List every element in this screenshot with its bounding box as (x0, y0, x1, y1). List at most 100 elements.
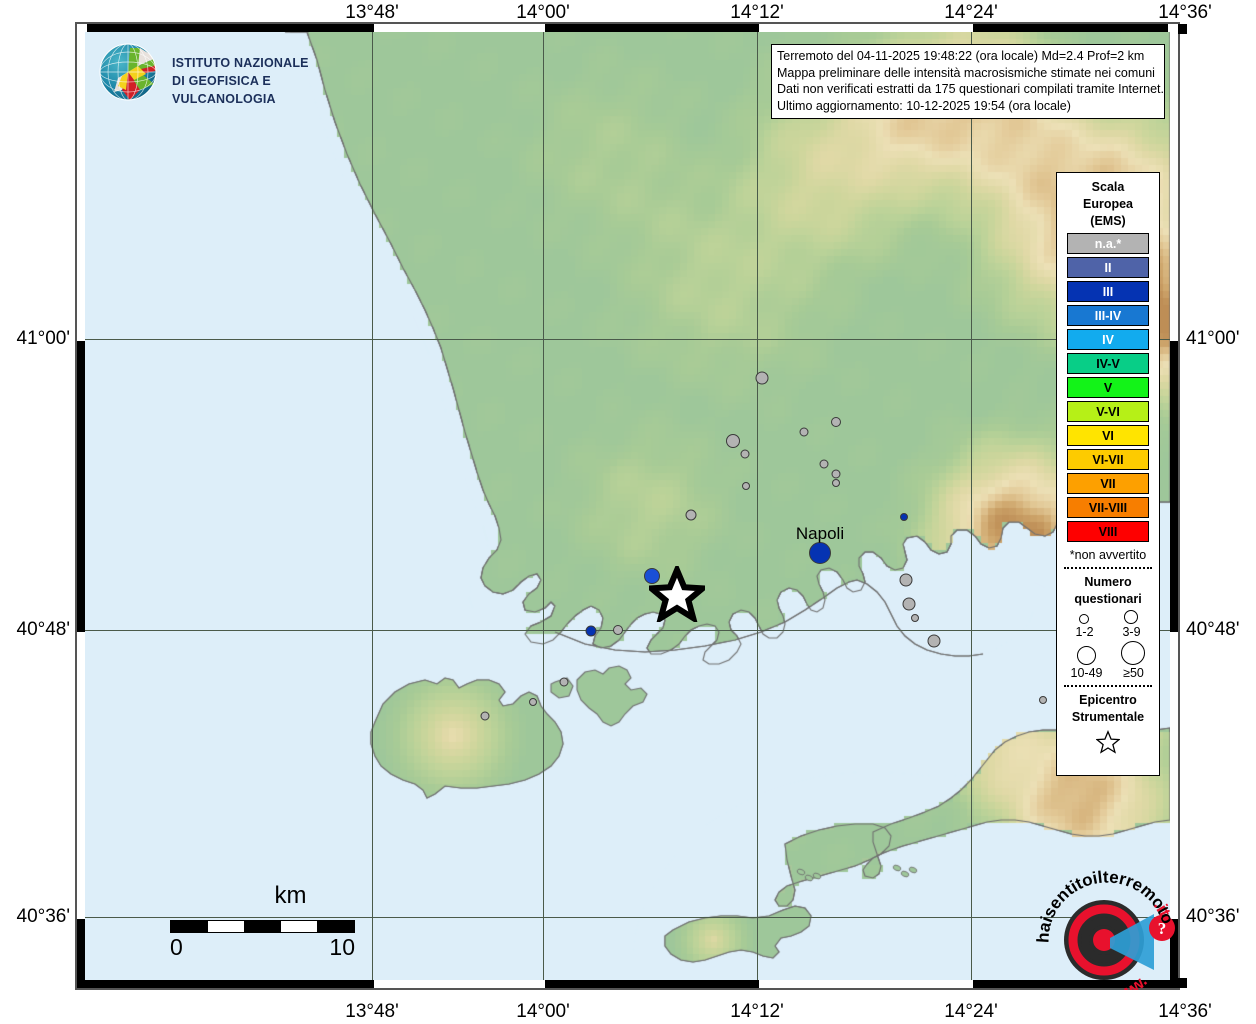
scale-seg-3 (244, 921, 281, 932)
legend-divider-2 (1064, 685, 1152, 687)
scale-start-label: 0 (170, 934, 183, 960)
legend-title-line-2: Europea (1082, 197, 1133, 211)
intensity-marker[interactable] (755, 371, 769, 385)
latitude-tick-label: 40°36' (16, 906, 71, 927)
legend-count-cell: 10-49 (1071, 646, 1102, 680)
intensity-marker[interactable] (927, 634, 941, 648)
frame-tick-band (374, 978, 545, 988)
legend-count-circle (1124, 610, 1139, 624)
legend-footnote: *non avvertito (1069, 548, 1147, 562)
scale-seg-5 (317, 921, 354, 932)
intensity-marker[interactable] (831, 469, 841, 479)
scale-bar: km 0 10 (170, 882, 355, 961)
intensity-marker[interactable] (726, 434, 740, 448)
graticule-meridian (757, 32, 758, 980)
count-title-line-1: Numero (1084, 575, 1132, 589)
epicenter-star-icon[interactable] (649, 566, 705, 622)
legend-swatch: n.a.* (1067, 233, 1149, 254)
svg-text:?: ? (1158, 919, 1167, 938)
intensity-marker[interactable] (902, 597, 916, 611)
legend-divider-1 (1064, 567, 1152, 569)
info-line-3: Dati non verificati estratti da 175 ques… (777, 82, 1164, 96)
frame-tick-band (374, 24, 545, 34)
longitude-tick-label: 13°48' (345, 2, 399, 23)
intensity-marker[interactable] (899, 573, 913, 587)
legend-swatch: II (1067, 257, 1149, 278)
legend-count-label: 1-2 (1075, 625, 1094, 639)
map-canvas[interactable]: Napoli (85, 32, 1170, 980)
scale-seg-1 (171, 921, 208, 932)
legend-swatch: V-VI (1067, 401, 1149, 422)
graticule-meridian (372, 32, 373, 980)
longitude-tick-label: 14°12' (730, 2, 784, 23)
info-line-2: Mappa preliminare delle intensità macros… (777, 65, 1155, 80)
legend-title-line-3: (EMS) (1090, 214, 1126, 228)
ingv-line-1: ISTITUTO NAZIONALE (172, 56, 309, 70)
intensity-marker[interactable] (585, 625, 597, 637)
frame-tick-band (1168, 919, 1178, 988)
epicenter-line-2: Strumentale (1071, 710, 1145, 724)
legend-swatch: IV (1067, 329, 1149, 350)
longitude-tick-label: 14°12' (730, 1001, 784, 1022)
info-line-1: Terremoto del 04-11-2025 19:48:22 (ora l… (777, 49, 1145, 63)
legend-title: Scala Europea (EMS) (1061, 179, 1155, 230)
legend-count-cell: 3-9 (1122, 610, 1141, 639)
intensity-marker[interactable] (831, 417, 841, 427)
scale-bar-labels: 0 10 (170, 934, 355, 961)
legend-count-circle (1079, 614, 1090, 624)
globe-icon (99, 43, 157, 101)
intensity-marker[interactable] (819, 459, 829, 469)
frame-tick-band (1168, 632, 1178, 919)
latitude-tick-label: 40°36' (1186, 906, 1240, 927)
frame-tick-band (973, 24, 1187, 34)
frame-tick-band (1168, 24, 1178, 341)
frame-tick-band (77, 24, 374, 34)
ingv-logo-text: ISTITUTO NAZIONALE DI GEOFISICA E VULCAN… (172, 54, 326, 108)
legend-swatch: VI-VII (1067, 449, 1149, 470)
intensity-marker[interactable] (740, 449, 750, 459)
legend-count-circle (1121, 641, 1146, 665)
intensity-marker[interactable] (685, 509, 697, 521)
graticule-parallel (85, 339, 1170, 340)
ingv-line-2: DI GEOFISICA E VULCANOLOGIA (172, 74, 276, 107)
legend-swatch: IV-V (1067, 353, 1149, 374)
intensity-marker[interactable] (799, 427, 809, 437)
map-legend: Scala Europea (EMS) n.a.* II III III-IV IV IV… (1056, 172, 1160, 776)
graticule-meridian (971, 32, 972, 980)
legend-swatch: V (1067, 377, 1149, 398)
legend-swatch: VI (1067, 425, 1149, 446)
intensity-marker[interactable] (480, 711, 490, 721)
legend-count-cell: ≥50 (1121, 641, 1146, 680)
intensity-marker[interactable] (644, 568, 660, 584)
longitude-tick-label: 14°36' (1158, 2, 1212, 23)
intensity-marker[interactable] (1039, 696, 1047, 704)
legend-questionnaire-counts: 1-2 3-9 10-49 ≥50 (1061, 610, 1155, 680)
legend-swatch: VIII (1067, 521, 1149, 542)
ingv-logo: ISTITUTO NAZIONALE DI GEOFISICA E VULCAN… (96, 40, 326, 106)
longitude-tick-label: 14°36' (1158, 1001, 1212, 1022)
frame-tick-band (77, 978, 374, 988)
intensity-marker[interactable] (809, 542, 831, 564)
legend-intensity-scale: n.a.* II III III-IV IV IV-V V V-VI VI VI-VII VII VI… (1061, 233, 1155, 542)
intensity-marker[interactable] (559, 677, 569, 687)
longitude-tick-label: 14°00' (516, 1001, 570, 1022)
earthquake-info-box: Terremoto del 04-11-2025 19:48:22 (ora l… (771, 44, 1165, 119)
info-line-4: Ultimo aggiornamento: 10-12-2025 19:54 (… (777, 98, 1071, 113)
intensity-marker[interactable] (613, 625, 623, 635)
intensity-marker[interactable] (742, 482, 750, 490)
legend-count-title: Numero questionari (1061, 574, 1155, 608)
intensity-marker[interactable] (832, 479, 840, 487)
legend-count-label: ≥50 (1123, 666, 1144, 680)
frame-tick-band (1168, 341, 1178, 632)
legend-title-line-1: Scala (1091, 180, 1125, 194)
legend-swatch: VII-VIII (1067, 497, 1149, 518)
epicenter-line-1: Epicentro (1079, 693, 1137, 707)
latitude-tick-label: 40°48' (1186, 619, 1240, 640)
intensity-marker[interactable] (529, 698, 537, 706)
frame-tick-band (77, 919, 87, 988)
legend-star-icon (1095, 730, 1121, 754)
intensity-marker[interactable] (911, 614, 919, 622)
intensity-marker[interactable] (900, 513, 908, 521)
hsit-logo[interactable]: ? haisentitoilterremoto .it www. (1032, 862, 1180, 990)
